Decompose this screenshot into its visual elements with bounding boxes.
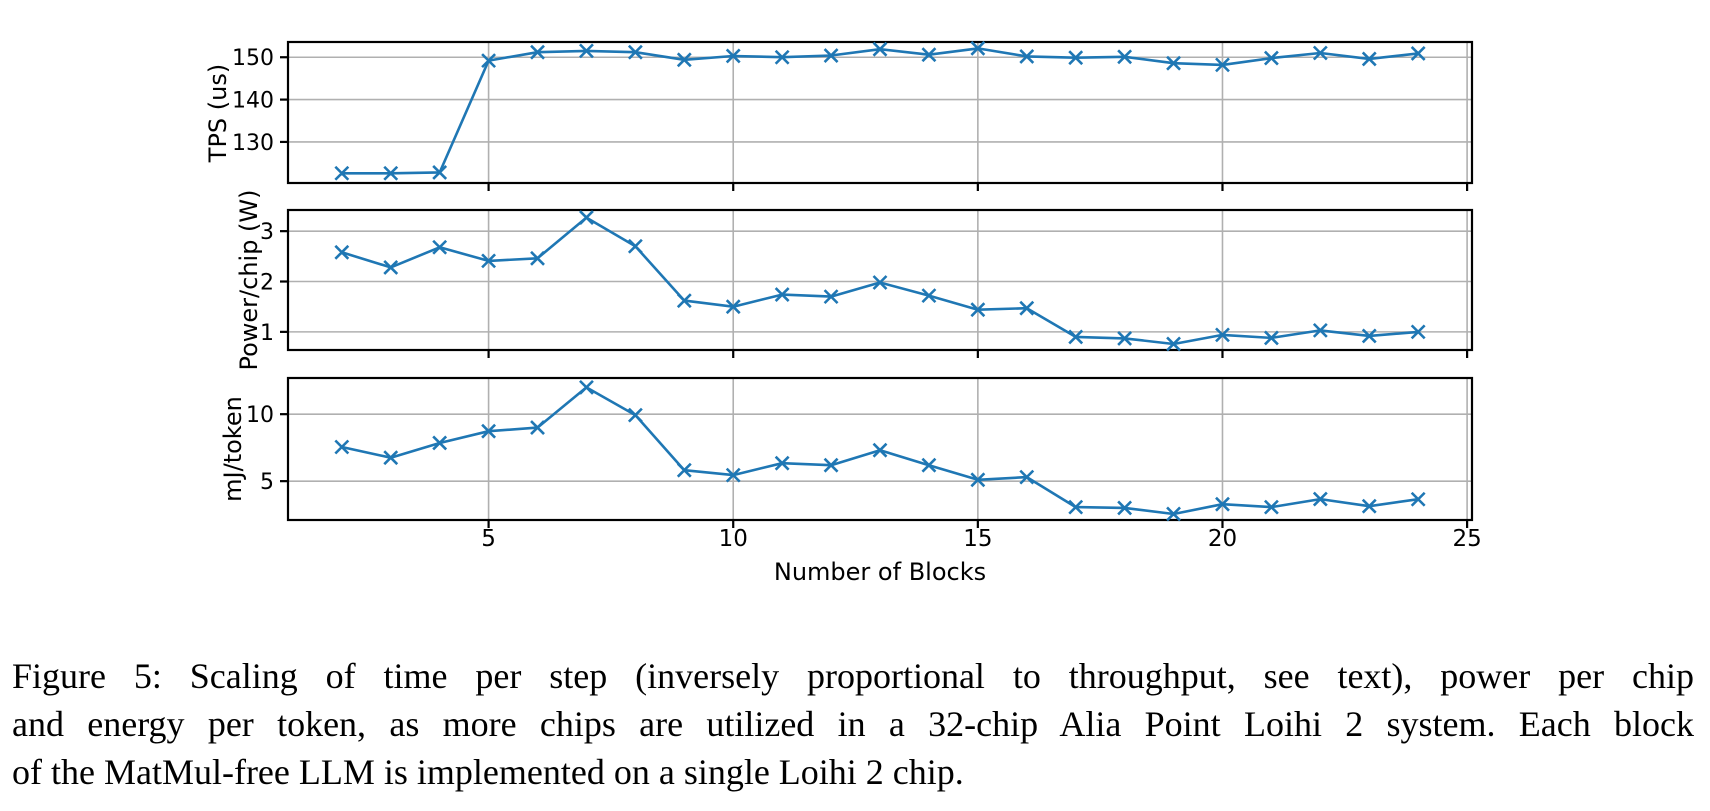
chart-power-chip-w: 1 2 3 <box>260 208 1474 358</box>
x-tick-label: 25 <box>1452 526 1481 552</box>
y-axis-label-power-per-chip: Power/chip (W) <box>235 189 263 371</box>
grid <box>288 378 1472 520</box>
chart-mj-token: 5 10 <box>246 376 1474 528</box>
plot-frame <box>286 40 1474 185</box>
figure-caption: Figure 5: Scaling of time per step (inve… <box>12 652 1694 796</box>
data-markers <box>334 379 1426 522</box>
data-markers <box>334 210 1426 352</box>
y-tick-label: 3 <box>260 220 274 245</box>
y-tick-label: 150 <box>232 46 274 71</box>
x-tick-label: 10 <box>719 526 748 552</box>
y-axis-label-tps: TPS (us) <box>204 63 232 162</box>
x-tick-label: 15 <box>963 526 992 552</box>
x-axis-label: Number of Blocks <box>773 558 987 586</box>
caption-line-1: Figure 5: Scaling of time per step (inve… <box>12 656 1694 696</box>
plot-frame <box>286 376 1474 522</box>
data-markers <box>334 40 1426 181</box>
caption-line-2: and energy per token, as more chips are … <box>12 704 1694 744</box>
tick-marks <box>280 230 1469 358</box>
y-tick-label: 2 <box>260 271 274 296</box>
x-axis-tick-labels: 5 10 15 20 25 <box>481 526 1481 552</box>
y-tick-label: 130 <box>232 131 274 156</box>
y-axis-label-mj-per-token: mJ/token <box>219 396 247 502</box>
tick-marks <box>280 413 1469 528</box>
y-tick-label: 140 <box>232 89 274 114</box>
y-tick-label: 1 <box>260 321 274 346</box>
charts-svg: 130 140 150 1 2 3 5 10 5 10 15 20 25 <box>232 40 1482 552</box>
plot-frame <box>286 208 1474 352</box>
grid <box>288 210 1472 350</box>
y-tick-label: 10 <box>246 403 274 428</box>
chart-tps-us: 130 140 150 <box>232 40 1474 191</box>
data-line <box>341 47 1419 175</box>
x-tick-label: 5 <box>481 526 496 552</box>
tick-marks <box>280 56 1469 191</box>
caption-line-3: of the MatMul-free LLM is implemented on… <box>12 752 964 792</box>
y-tick-label: 5 <box>260 470 274 495</box>
x-tick-label: 20 <box>1208 526 1237 552</box>
